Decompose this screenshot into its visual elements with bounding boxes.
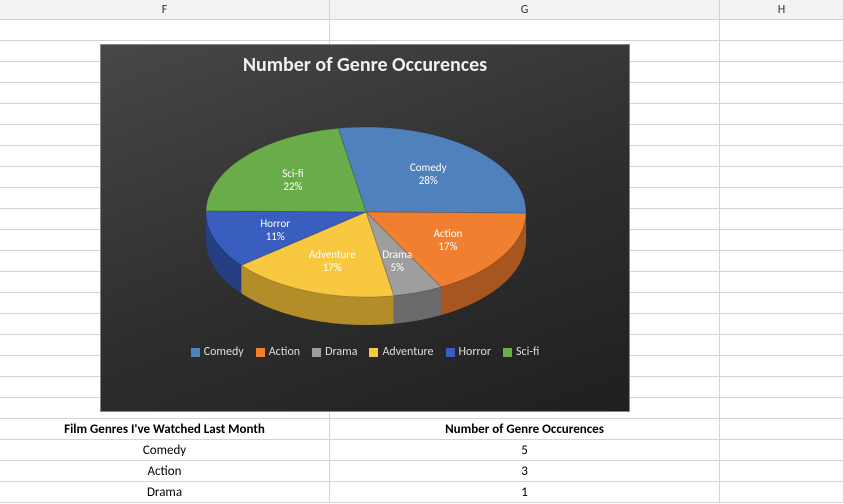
pie-chart [101, 77, 631, 337]
chart-legend: Comedy Action Drama Adventure Horror Sci-fi [101, 345, 629, 359]
genre-cell[interactable]: Action [0, 461, 330, 481]
legend-label: Comedy [204, 345, 244, 359]
cell[interactable] [720, 146, 844, 166]
slice-label: Adventure17% [302, 248, 362, 274]
genre-cell[interactable]: Drama [0, 482, 330, 502]
slice-label: Sci-fi22% [263, 167, 323, 193]
cell[interactable] [720, 251, 844, 271]
table-row[interactable]: Drama1 [0, 482, 844, 503]
count-cell[interactable]: 1 [330, 482, 720, 502]
legend-label: Sci-fi [516, 345, 539, 359]
column-headers: F G H [0, 0, 844, 20]
cell[interactable] [720, 83, 844, 103]
cell[interactable] [720, 293, 844, 313]
cell[interactable] [720, 461, 844, 481]
table-row[interactable]: Action3 [0, 461, 844, 482]
cell[interactable] [720, 335, 844, 355]
slice-label: Drama5% [367, 248, 427, 274]
spreadsheet: F G H Film Genres I've Watched Last Mont… [0, 0, 844, 504]
count-cell[interactable]: 3 [330, 461, 720, 481]
legend-swatch [312, 348, 321, 357]
legend-label: Adventure [382, 345, 433, 359]
legend-item: Horror [446, 345, 492, 359]
cell[interactable] [720, 167, 844, 187]
cell[interactable] [720, 209, 844, 229]
grid[interactable]: Film Genres I've Watched Last MonthNumbe… [0, 20, 844, 503]
legend-item: Action [256, 345, 300, 359]
cell[interactable] [720, 41, 844, 61]
slice-label: Horror11% [245, 217, 305, 243]
legend-label: Action [269, 345, 300, 359]
col-header-f[interactable]: F [0, 0, 330, 19]
legend-swatch [446, 348, 455, 357]
cell[interactable] [720, 482, 844, 502]
legend-swatch [369, 348, 378, 357]
legend-swatch [256, 348, 265, 357]
legend-swatch [191, 348, 200, 357]
cell[interactable] [720, 419, 844, 439]
chart-object[interactable]: Number of Genre Occurences Comedy28%Acti… [100, 44, 630, 412]
cell[interactable] [720, 188, 844, 208]
cell[interactable] [720, 398, 844, 418]
cell[interactable] [330, 20, 720, 40]
table-row[interactable]: Comedy5 [0, 440, 844, 461]
cell[interactable] [720, 272, 844, 292]
cell[interactable] [720, 104, 844, 124]
legend-label: Horror [459, 345, 492, 359]
count-cell[interactable]: 5 [330, 440, 720, 460]
col-header-h[interactable]: H [720, 0, 844, 19]
cell[interactable] [720, 377, 844, 397]
legend-item: Comedy [191, 345, 244, 359]
chart-title: Number of Genre Occurences [101, 53, 629, 77]
slice-label: Comedy28% [398, 161, 458, 187]
cell[interactable] [720, 20, 844, 40]
cell[interactable] [720, 356, 844, 376]
table-row[interactable]: Film Genres I've Watched Last MonthNumbe… [0, 419, 844, 440]
pie-area: Comedy28%Action17%Drama5%Adventure17%Hor… [101, 77, 629, 337]
legend-item: Adventure [369, 345, 433, 359]
header-count[interactable]: Number of Genre Occurences [330, 419, 720, 439]
cell[interactable] [720, 62, 844, 82]
cell[interactable] [720, 314, 844, 334]
cell[interactable] [0, 20, 330, 40]
cell[interactable] [720, 125, 844, 145]
table-row[interactable] [0, 20, 844, 41]
cell[interactable] [720, 230, 844, 250]
cell[interactable] [720, 440, 844, 460]
legend-item: Sci-fi [503, 345, 539, 359]
col-header-g[interactable]: G [330, 0, 720, 19]
genre-cell[interactable]: Comedy [0, 440, 330, 460]
header-genre[interactable]: Film Genres I've Watched Last Month [0, 419, 330, 439]
legend-item: Drama [312, 345, 357, 359]
legend-swatch [503, 348, 512, 357]
legend-label: Drama [325, 345, 357, 359]
